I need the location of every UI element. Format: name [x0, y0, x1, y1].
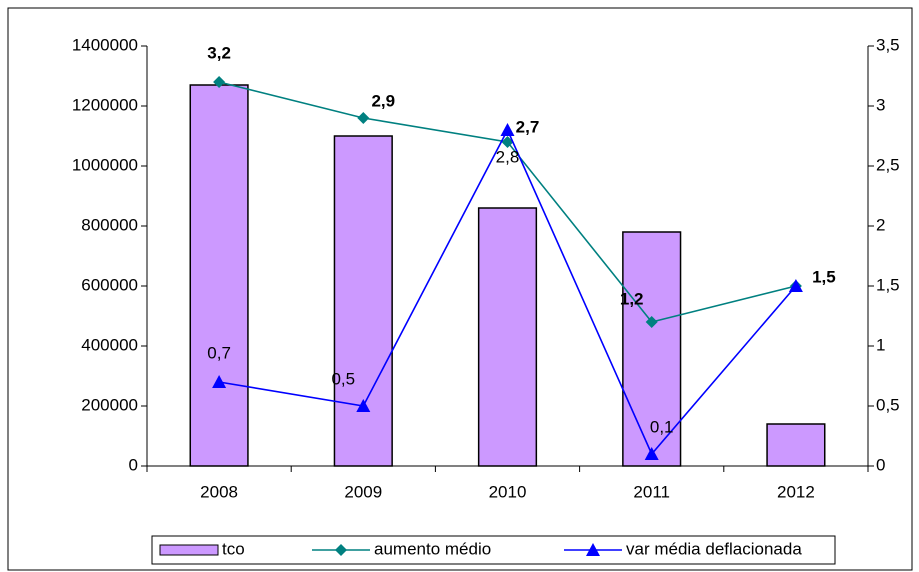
marker: [645, 316, 658, 328]
x-tick-label: 2008: [200, 482, 238, 501]
marker: [500, 123, 515, 136]
data-label: 2,8: [496, 147, 520, 166]
bar: [622, 231, 682, 467]
data-label: 3,2: [207, 43, 231, 62]
y2-tick-label: 3,5: [876, 35, 900, 54]
y2-tick-label: 3: [876, 95, 885, 114]
marker: [212, 375, 227, 388]
data-label: 2,9: [371, 91, 395, 110]
marker: [357, 112, 370, 124]
legend-label: var média deflacionada: [626, 539, 802, 558]
x-tick-label: 2012: [777, 482, 815, 501]
y-tick-label: 0: [129, 455, 138, 474]
data-label: 0,7: [207, 343, 231, 362]
y-tick-label: 800000: [81, 215, 138, 234]
y-tick-label: 1400000: [72, 35, 138, 54]
y2-tick-label: 1: [876, 335, 885, 354]
marker: [356, 399, 371, 412]
data-label: 1,2: [620, 289, 644, 308]
legend-label: aumento médio: [374, 539, 491, 558]
x-tick-label: 2009: [344, 482, 382, 501]
data-label: 0,1: [650, 417, 674, 436]
data-label: 0,5: [331, 369, 355, 388]
y2-tick-label: 2: [876, 215, 885, 234]
marker: [644, 447, 659, 460]
marker: [213, 76, 226, 88]
y-tick-label: 1000000: [72, 155, 138, 174]
bar: [189, 84, 249, 467]
y-tick-label: 1200000: [72, 95, 138, 114]
y2-tick-label: 0,5: [876, 395, 900, 414]
x-tick-label: 2010: [489, 482, 527, 501]
legend-swatch: [159, 544, 219, 556]
y2-tick-label: 1,5: [876, 275, 900, 294]
marker: [501, 136, 514, 148]
y-tick-label: 400000: [81, 335, 138, 354]
y-tick-label: 600000: [81, 275, 138, 294]
y2-tick-label: 2,5: [876, 155, 900, 174]
chart-border: [7, 7, 913, 571]
y-tick-label: 200000: [81, 395, 138, 414]
bar: [333, 135, 393, 467]
bar: [766, 423, 826, 467]
x-tick-label: 2011: [633, 482, 670, 501]
data-label: 1,5: [812, 267, 836, 286]
data-label: 2,7: [516, 117, 540, 136]
marker: [788, 279, 803, 292]
legend-label: tco: [222, 539, 245, 558]
legend-marker: [586, 543, 600, 556]
bar: [477, 207, 538, 467]
legend-marker: [335, 544, 347, 556]
y2-tick-label: 0: [876, 455, 885, 474]
legend-box: [151, 535, 836, 565]
